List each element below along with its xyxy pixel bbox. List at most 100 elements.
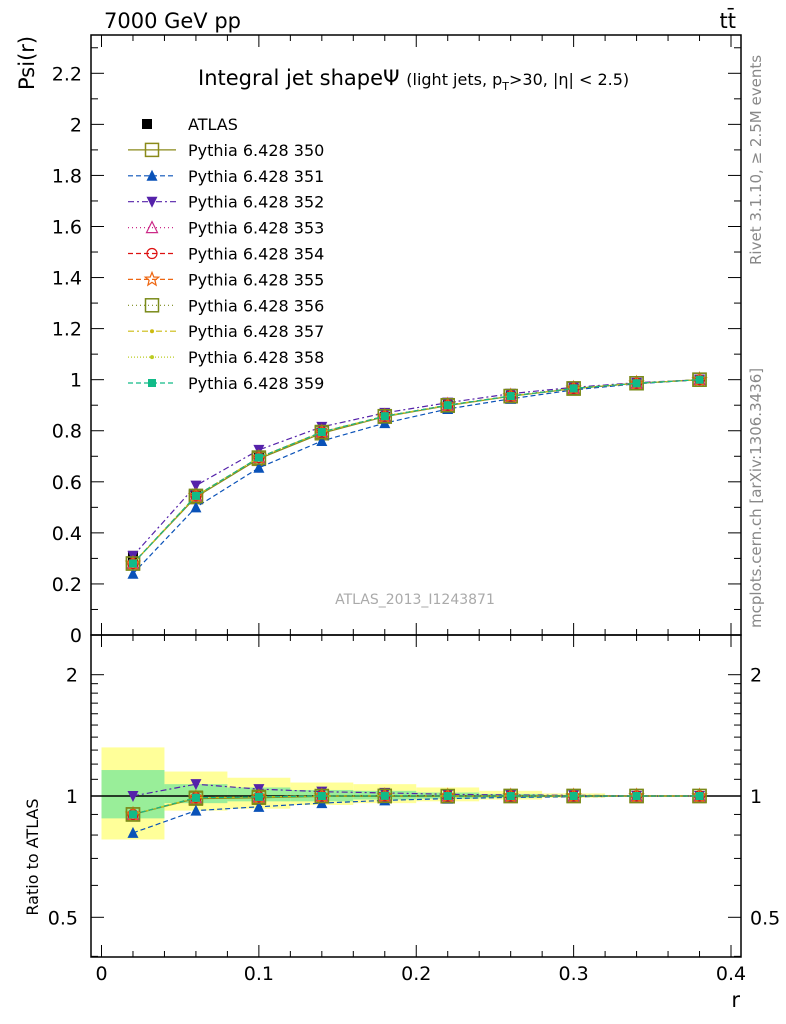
series-353-line (132, 379, 700, 564)
series-359-point (695, 375, 704, 384)
legend-marker-355 (143, 270, 161, 287)
ratio-y-tick-label-left: 0.5 (48, 907, 78, 929)
series-352-point (190, 480, 202, 492)
series-358-line (132, 379, 700, 564)
series-359-line (132, 379, 700, 564)
series-356-point (251, 450, 267, 465)
ratio-series-359-point (317, 792, 326, 800)
legend-marker-356 (144, 298, 160, 313)
ratio-series-359-point (191, 793, 200, 802)
series-359-point (254, 453, 263, 462)
legend-label-atlas: ATLAS (188, 115, 238, 134)
title-main: Integral jet shape (198, 66, 383, 90)
rivet-label: Rivet 3.1.10, ≥ 2.5M events (747, 55, 765, 265)
legend-label-358: Pythia 6.428 358 (188, 348, 324, 367)
ratio-panel: 0 0.1 0.2 0.3 0.4 0.5 0.5 1 1 2 2 (48, 634, 780, 985)
main-y-tick-label: 0.2 (52, 574, 82, 596)
series-356-point (188, 488, 204, 504)
ratio-series-359-point (632, 792, 641, 800)
ratio-y-tick-label-right: 1 (750, 786, 762, 808)
x-tick-label: 0.2 (401, 963, 431, 985)
series-359-point (380, 412, 389, 421)
ratio-y-tick-label-right: 2 (750, 665, 762, 687)
series-354-point (379, 410, 391, 422)
legend-marker-354 (146, 247, 158, 260)
header-left: 7000 GeV pp (104, 9, 241, 33)
main-y-tick-label: 0.4 (52, 523, 82, 545)
main-y-tick-label: 1.6 (52, 216, 82, 238)
legend-marker-358 (150, 355, 154, 360)
ratio-series-359-point (128, 810, 137, 819)
series-352-line (132, 379, 700, 557)
legend-marker-353 (145, 220, 159, 234)
series-356-point (314, 424, 330, 440)
title-sub: (light jets, pT>30, |η| < 2.5) (406, 70, 629, 93)
legend-label-357: Pythia 6.428 357 (188, 322, 324, 341)
ratio-series-359-line (132, 795, 700, 815)
series-350-line (132, 379, 700, 564)
legend-marker-359 (148, 379, 156, 387)
x-tick-label: 0.3 (559, 963, 589, 985)
ratio-series-352-point (127, 791, 139, 802)
main-y-tick-label: 2 (70, 114, 82, 136)
series-356-point (503, 388, 518, 404)
legend-label-350: Pythia 6.428 350 (188, 141, 324, 160)
legend-marker-352 (146, 196, 158, 208)
series-356-point (440, 397, 455, 413)
ratio-series-359-point (569, 792, 578, 800)
main-y-tick-label: 1.8 (52, 165, 82, 187)
main-y-tick-label: 1 (70, 370, 82, 392)
ratio-series-351-point (190, 804, 202, 816)
ratio-series-359-point (254, 792, 263, 801)
ratio-series-351-point (253, 800, 265, 812)
series-357-line (132, 379, 700, 564)
legend: ATLAS Pythia 6.428 350 Pythia 6.428 351 Pyt… (128, 115, 324, 393)
ratio-series-352-point (190, 779, 202, 791)
main-y-tick-label: 1.4 (52, 268, 82, 290)
title-psi: Ψ (383, 66, 400, 90)
series-354-line (132, 379, 700, 564)
ratio-series-356-point (125, 807, 141, 822)
main-y-tick-label: 2.2 (52, 63, 82, 85)
main-y-tick-label: 0.8 (52, 421, 82, 443)
ratio-y-tick-label-right: 0.5 (750, 907, 780, 929)
series-354-point (253, 451, 265, 464)
ratio-series-359-point (506, 792, 515, 800)
main-y-tick-label: 1.2 (52, 319, 82, 341)
series-359-point (443, 401, 452, 410)
series-359-point (128, 559, 137, 568)
ratio-y-tick-label-left: 2 (66, 665, 78, 687)
series-354-point (442, 399, 454, 411)
legend-marker-350 (144, 142, 160, 158)
ratio-y-tick-label-left: 1 (66, 786, 78, 808)
x-tick-label: 0 (95, 963, 107, 985)
series-354-point (316, 426, 328, 438)
mcplots-label: mcplots.cern.ch [arXiv:1306.3436] (747, 368, 765, 628)
x-axis-label: r (731, 988, 740, 1012)
legend-label-353: Pythia 6.428 353 (188, 219, 324, 238)
legend-label-355: Pythia 6.428 355 (188, 270, 324, 289)
legend-marker-atlas (142, 119, 152, 129)
x-tick-label: 0.4 (716, 963, 746, 985)
x-tick-label: 0.1 (244, 963, 274, 985)
legend-label-356: Pythia 6.428 356 (188, 296, 324, 315)
analysis-watermark: ATLAS_2013_I1243871 (335, 592, 495, 608)
series-351-point (190, 501, 202, 513)
ratio-series-359-point (695, 792, 704, 800)
series-356-point (125, 556, 141, 571)
ratio-series-359-point (380, 791, 389, 800)
main-y-tick-label: 0 (70, 625, 82, 647)
series-351-point (316, 434, 328, 446)
main-y-tick-label: 0.6 (52, 472, 82, 494)
ratio-y-label: Ratio to ATLAS (23, 798, 42, 915)
legend-label-351: Pythia 6.428 351 (188, 167, 324, 186)
series-351-line (132, 379, 700, 575)
series-355-line (132, 379, 700, 564)
series-359-point (317, 428, 326, 437)
series-354-point (190, 490, 202, 502)
series-354-point (127, 557, 139, 570)
legend-marker-351 (146, 169, 158, 181)
series-359-point (506, 392, 515, 401)
series-359-point (191, 491, 200, 500)
